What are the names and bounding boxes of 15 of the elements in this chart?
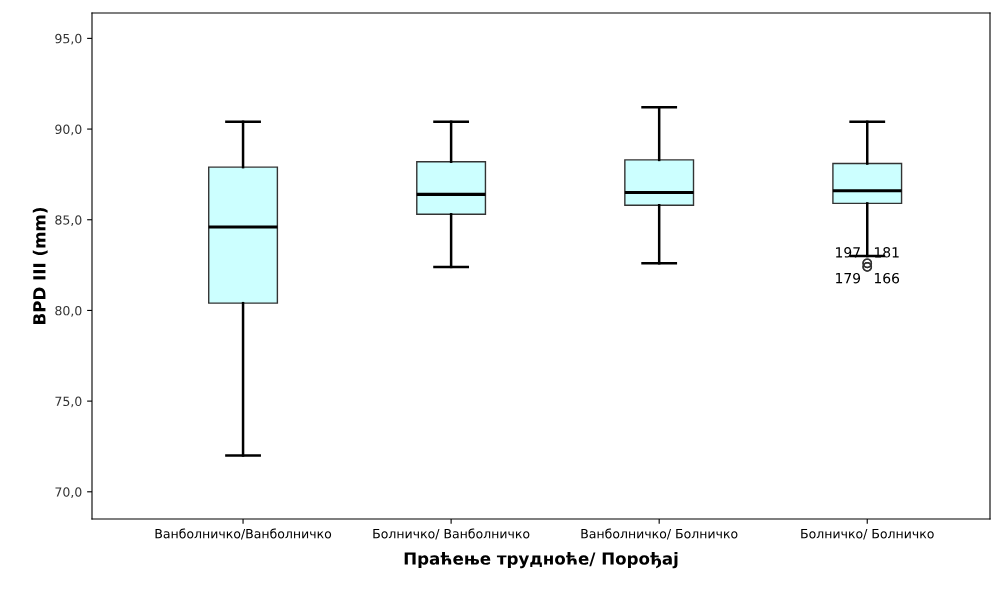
annotation: 166 [874,272,900,284]
x-tick-label: Ванболничко/ Болничко [581,528,738,540]
x-tick-label: Ванболничко/Ванболничко [155,528,332,540]
annotation: 197 [836,247,860,258]
x-tick-label: Болничко/ Болничко [801,529,934,540]
y-tick-label: 90,0 [55,124,82,136]
y-tick-label: 85,0 [55,215,82,226]
annotation: 179 [836,272,861,284]
y-tick-label: 75,0 [55,396,82,408]
y-tick-label: 70,0 [55,487,82,498]
y-tick-label: 95,0 [55,33,82,45]
y-tick-label: 80,0 [55,305,82,317]
y-axis-title: BPD III (mm) [32,207,48,324]
x-axis-title: Праћење трудноће/ Порођај [404,551,678,569]
x-tick-label: Болничко/ Ванболничко [373,528,530,540]
